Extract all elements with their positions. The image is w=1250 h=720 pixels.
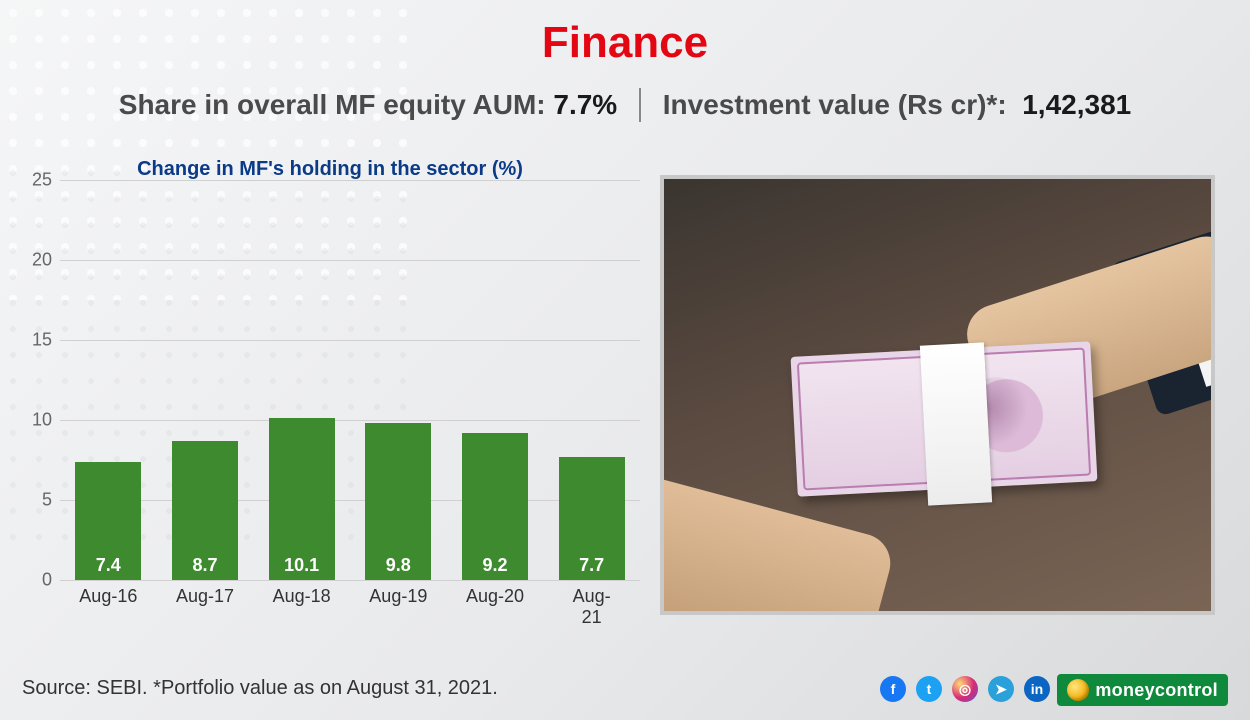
bar: 9.2 xyxy=(462,433,528,580)
cash-band xyxy=(920,342,992,505)
source-note: Source: SEBI. *Portfolio value as on Aug… xyxy=(22,677,498,700)
bar: 10.1 xyxy=(269,418,335,580)
bar-value-label: 9.2 xyxy=(462,555,528,576)
x-axis-label: Aug-16 xyxy=(79,586,137,607)
aum-share-value: 7.7% xyxy=(553,89,617,120)
instagram-icon[interactable]: ◎ xyxy=(952,676,978,702)
brand-text: moneycontrol xyxy=(1095,680,1218,701)
gridline xyxy=(60,340,640,341)
y-axis-label: 5 xyxy=(42,490,52,511)
x-axis-label: Aug-18 xyxy=(273,586,331,607)
illustration-currency-handover xyxy=(660,175,1215,615)
vertical-divider xyxy=(639,88,641,122)
bar-chart: Change in MF's holding in the sector (%)… xyxy=(20,170,640,620)
bar-value-label: 7.4 xyxy=(75,555,141,576)
investment-value-label: Investment value (Rs cr)*: xyxy=(663,89,1007,120)
gridline xyxy=(60,500,640,501)
bar-value-label: 8.7 xyxy=(172,555,238,576)
page-title: Finance xyxy=(0,18,1250,68)
bar: 8.7 xyxy=(172,441,238,580)
facebook-icon[interactable]: f xyxy=(880,676,906,702)
chart-plot-area: 05101520257.4Aug-168.7Aug-1710.1Aug-189.… xyxy=(60,180,640,580)
aum-share-label: Share in overall MF equity AUM: xyxy=(119,89,546,120)
social-icons: f t ◎ ➤ in xyxy=(880,676,1050,702)
x-axis-label: Aug-20 xyxy=(466,586,524,607)
bar-value-label: 9.8 xyxy=(365,555,431,576)
brand-badge[interactable]: moneycontrol xyxy=(1057,674,1228,706)
y-axis-label: 20 xyxy=(32,250,52,271)
linkedin-icon[interactable]: in xyxy=(1024,676,1050,702)
y-axis-label: 0 xyxy=(42,570,52,591)
bar-value-label: 7.7 xyxy=(559,555,625,576)
investment-value: 1,42,381 xyxy=(1022,89,1131,120)
twitter-icon[interactable]: t xyxy=(916,676,942,702)
gridline xyxy=(60,180,640,181)
gridline xyxy=(60,420,640,421)
bar: 9.8 xyxy=(365,423,431,580)
bar-value-label: 10.1 xyxy=(269,555,335,576)
gridline xyxy=(60,260,640,261)
y-axis-label: 25 xyxy=(32,170,52,191)
telegram-icon[interactable]: ➤ xyxy=(988,676,1014,702)
y-axis-label: 15 xyxy=(32,330,52,351)
sub-heading: Share in overall MF equity AUM: 7.7% Inv… xyxy=(0,88,1250,122)
bar: 7.4 xyxy=(75,462,141,580)
brand-orb-icon xyxy=(1067,679,1089,701)
x-axis-label: Aug-21 xyxy=(567,586,615,628)
gridline xyxy=(60,580,640,581)
x-axis-label: Aug-17 xyxy=(176,586,234,607)
bar: 7.7 xyxy=(559,457,625,580)
x-axis-label: Aug-19 xyxy=(369,586,427,607)
y-axis-label: 10 xyxy=(32,410,52,431)
chart-title: Change in MF's holding in the sector (%) xyxy=(20,158,640,181)
